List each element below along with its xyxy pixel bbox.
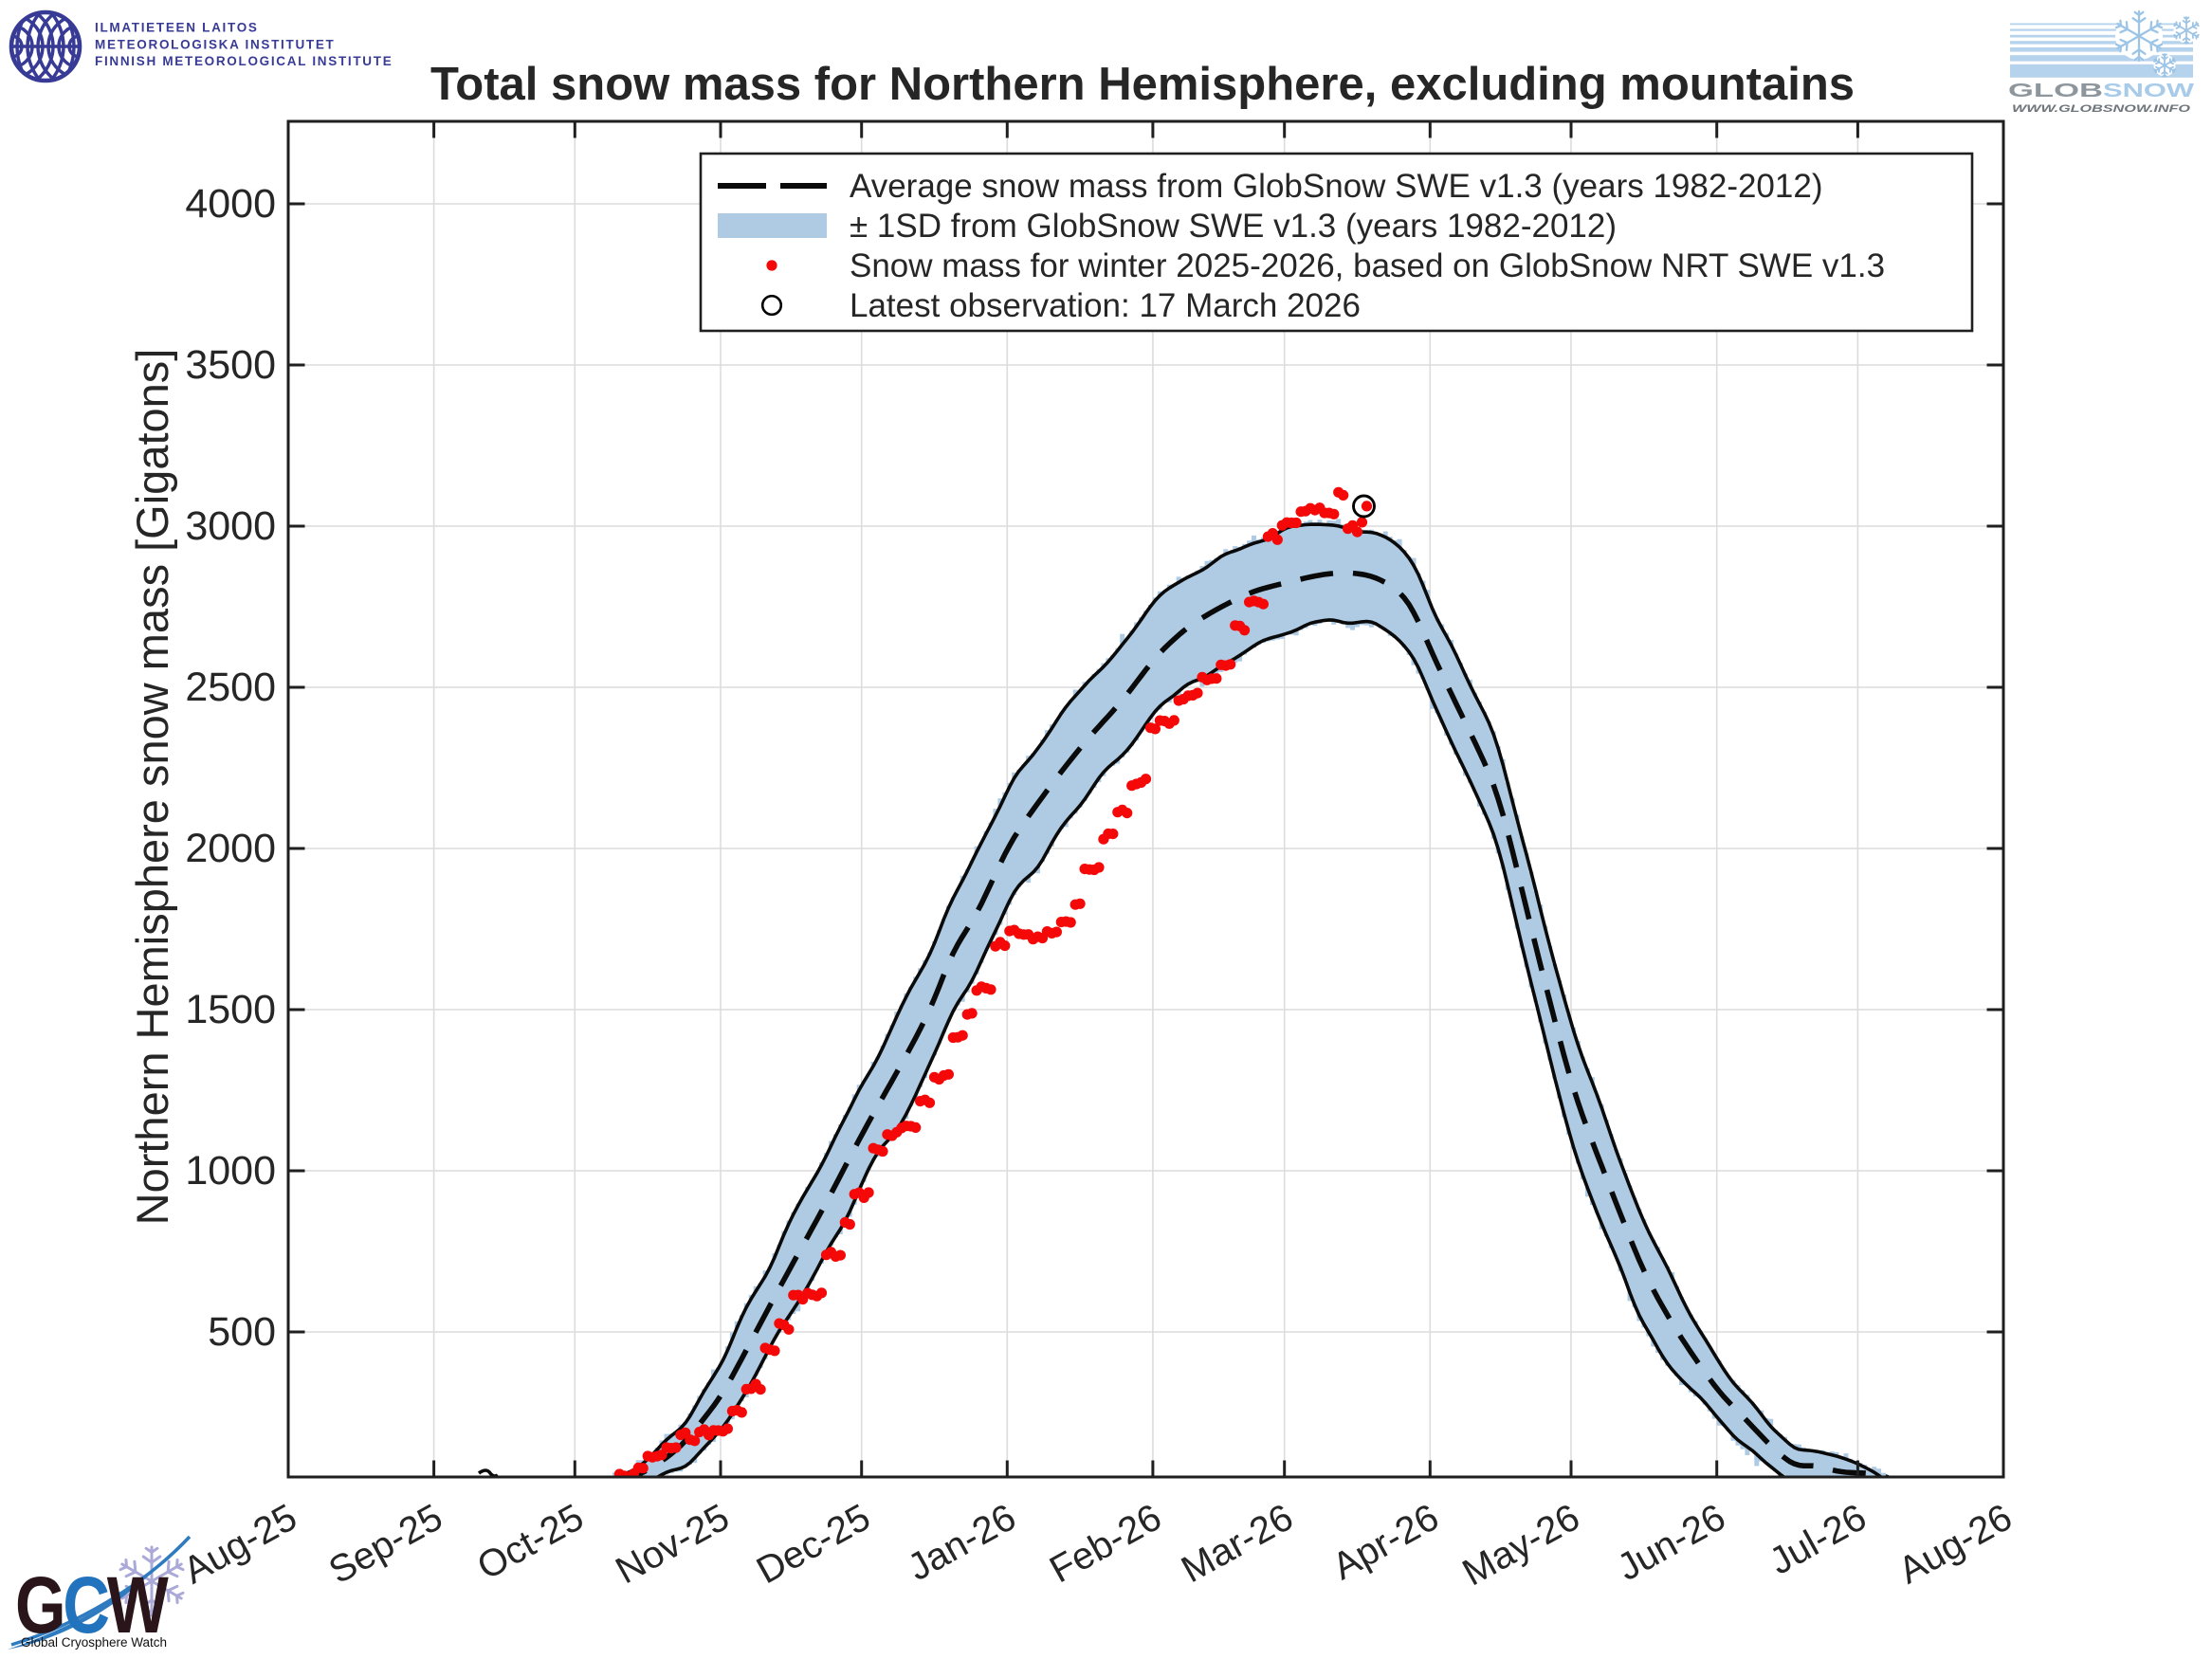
svg-text:1500: 1500 (185, 987, 276, 1032)
svg-text:2500: 2500 (185, 665, 276, 710)
svg-text:Global Cryosphere Watch: Global Cryosphere Watch (21, 1635, 167, 1650)
svg-text:GCW: GCW (15, 1561, 169, 1650)
svg-text:Latest observation: 17 March 2: Latest observation: 17 March 2026 (850, 287, 1361, 324)
svg-text:Average snow mass from GlobSno: Average snow mass from GlobSnow SWE v1.3… (850, 168, 1822, 205)
svg-text:FINNISH METEOROLOGICAL INSTITU: FINNISH METEOROLOGICAL INSTITUTE (95, 54, 393, 68)
svg-text:3500: 3500 (185, 342, 276, 388)
svg-text:GLOB: GLOB (2008, 80, 2103, 101)
svg-text:4000: 4000 (185, 181, 276, 227)
svg-text:SNOW: SNOW (2103, 80, 2195, 101)
svg-text:500: 500 (208, 1309, 276, 1355)
svg-text:WWW.GLOBSNOW.INFO: WWW.GLOBSNOW.INFO (2012, 103, 2191, 115)
svg-text:METEOROLOGISKA INSTITUTET: METEOROLOGISKA INSTITUTET (95, 38, 336, 52)
svg-text:Total snow mass for Northern H: Total snow mass for Northern Hemisphere,… (430, 59, 1855, 110)
svg-text:2000: 2000 (185, 826, 276, 871)
svg-text:Northern Hemisphere snow mass: Northern Hemisphere snow mass [Gigatons] (127, 349, 177, 1226)
svg-text:Snow mass for winter 2025-2026: Snow mass for winter 2025-2026, based on… (850, 247, 1885, 284)
svg-text:3000: 3000 (185, 503, 276, 549)
svg-text:1000: 1000 (185, 1148, 276, 1194)
svg-text:± 1SD from GlobSnow SWE v1.3 (: ± 1SD from GlobSnow SWE v1.3 (years 1982… (850, 208, 1617, 245)
svg-text:ILMATIETEEN LAITOS: ILMATIETEEN LAITOS (95, 21, 259, 35)
